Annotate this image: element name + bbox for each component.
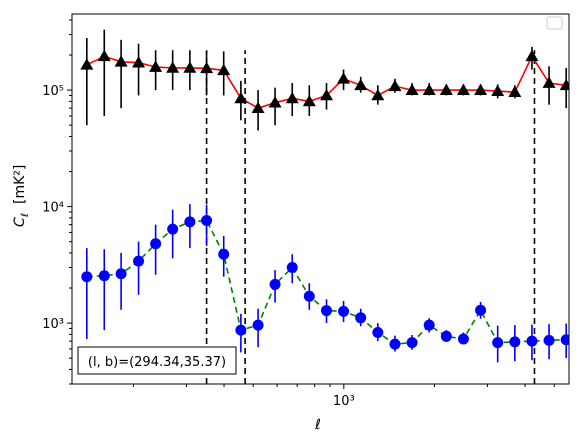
data-point <box>166 61 180 73</box>
data-point <box>235 324 247 336</box>
data-point <box>423 319 435 331</box>
data-point <box>218 248 230 260</box>
data-point <box>251 101 265 114</box>
data-point <box>132 56 146 68</box>
data-point <box>321 305 333 317</box>
data-point <box>492 337 504 349</box>
data-point <box>252 319 264 331</box>
data-point <box>422 83 436 95</box>
data-point <box>440 330 452 342</box>
data-point <box>115 268 127 280</box>
annotation-box: (l, b)=(294.34,35.37) <box>77 346 237 375</box>
data-point <box>80 58 94 70</box>
data-point <box>543 334 555 346</box>
data-point <box>302 94 316 107</box>
data-point <box>114 55 128 67</box>
data-point <box>560 334 569 346</box>
annotation-text: (l, b)=(294.34,35.37) <box>88 355 226 370</box>
legend <box>546 16 563 30</box>
data-point <box>389 338 401 350</box>
data-point <box>81 271 93 283</box>
annotation-frame <box>77 346 237 375</box>
legend-box <box>546 16 563 30</box>
data-point <box>475 304 487 316</box>
y-tick-label: 10³ <box>42 317 64 332</box>
data-point <box>491 84 505 96</box>
series-layer <box>80 29 569 363</box>
y-axis-label: C ℓ [mK²] <box>12 165 31 227</box>
data-point <box>388 79 402 92</box>
data-point <box>525 49 539 62</box>
x-axis-label: ℓ <box>314 417 321 433</box>
data-point <box>439 83 453 95</box>
y-tick-label: 10⁴ <box>42 201 64 216</box>
data-point <box>98 270 110 282</box>
data-point <box>456 83 470 95</box>
data-point <box>285 91 299 104</box>
data-point <box>167 223 179 235</box>
data-point <box>559 78 569 91</box>
ticks-layer: 10³ 10⁴ 10⁵ 10³ <box>42 19 555 409</box>
data-point <box>354 78 368 91</box>
series-0 <box>80 29 569 131</box>
series-1 <box>81 204 569 363</box>
data-point <box>201 214 213 226</box>
data-point <box>97 49 111 62</box>
data-point <box>405 83 419 95</box>
plot-frame <box>71 13 570 385</box>
data-point <box>406 337 418 349</box>
data-point <box>526 335 538 347</box>
data-point <box>372 327 384 339</box>
data-point <box>508 85 522 98</box>
x-tick-label: 10³ <box>333 394 355 409</box>
data-point <box>303 290 315 302</box>
data-point <box>268 96 282 108</box>
data-point <box>457 333 469 345</box>
data-point <box>234 91 248 104</box>
data-point <box>183 61 197 73</box>
data-point <box>217 63 231 76</box>
data-point <box>133 255 145 267</box>
data-point <box>149 60 163 72</box>
data-point <box>474 83 488 95</box>
data-point <box>269 278 281 290</box>
data-point <box>338 305 350 317</box>
y-axis-label-subscript: ℓ <box>20 213 31 217</box>
data-point <box>200 61 214 74</box>
data-point <box>184 216 196 228</box>
data-point <box>509 336 521 348</box>
data-point <box>150 238 162 250</box>
data-point <box>371 88 385 101</box>
data-point <box>355 312 367 324</box>
y-tick-label: 10⁵ <box>42 84 64 99</box>
y-axis-label-main: C <box>12 217 28 227</box>
y-axis-label-unit: [mK²] <box>12 165 28 204</box>
data-point <box>320 88 334 101</box>
data-point <box>337 72 351 84</box>
data-point <box>542 76 556 88</box>
data-point <box>286 262 298 274</box>
